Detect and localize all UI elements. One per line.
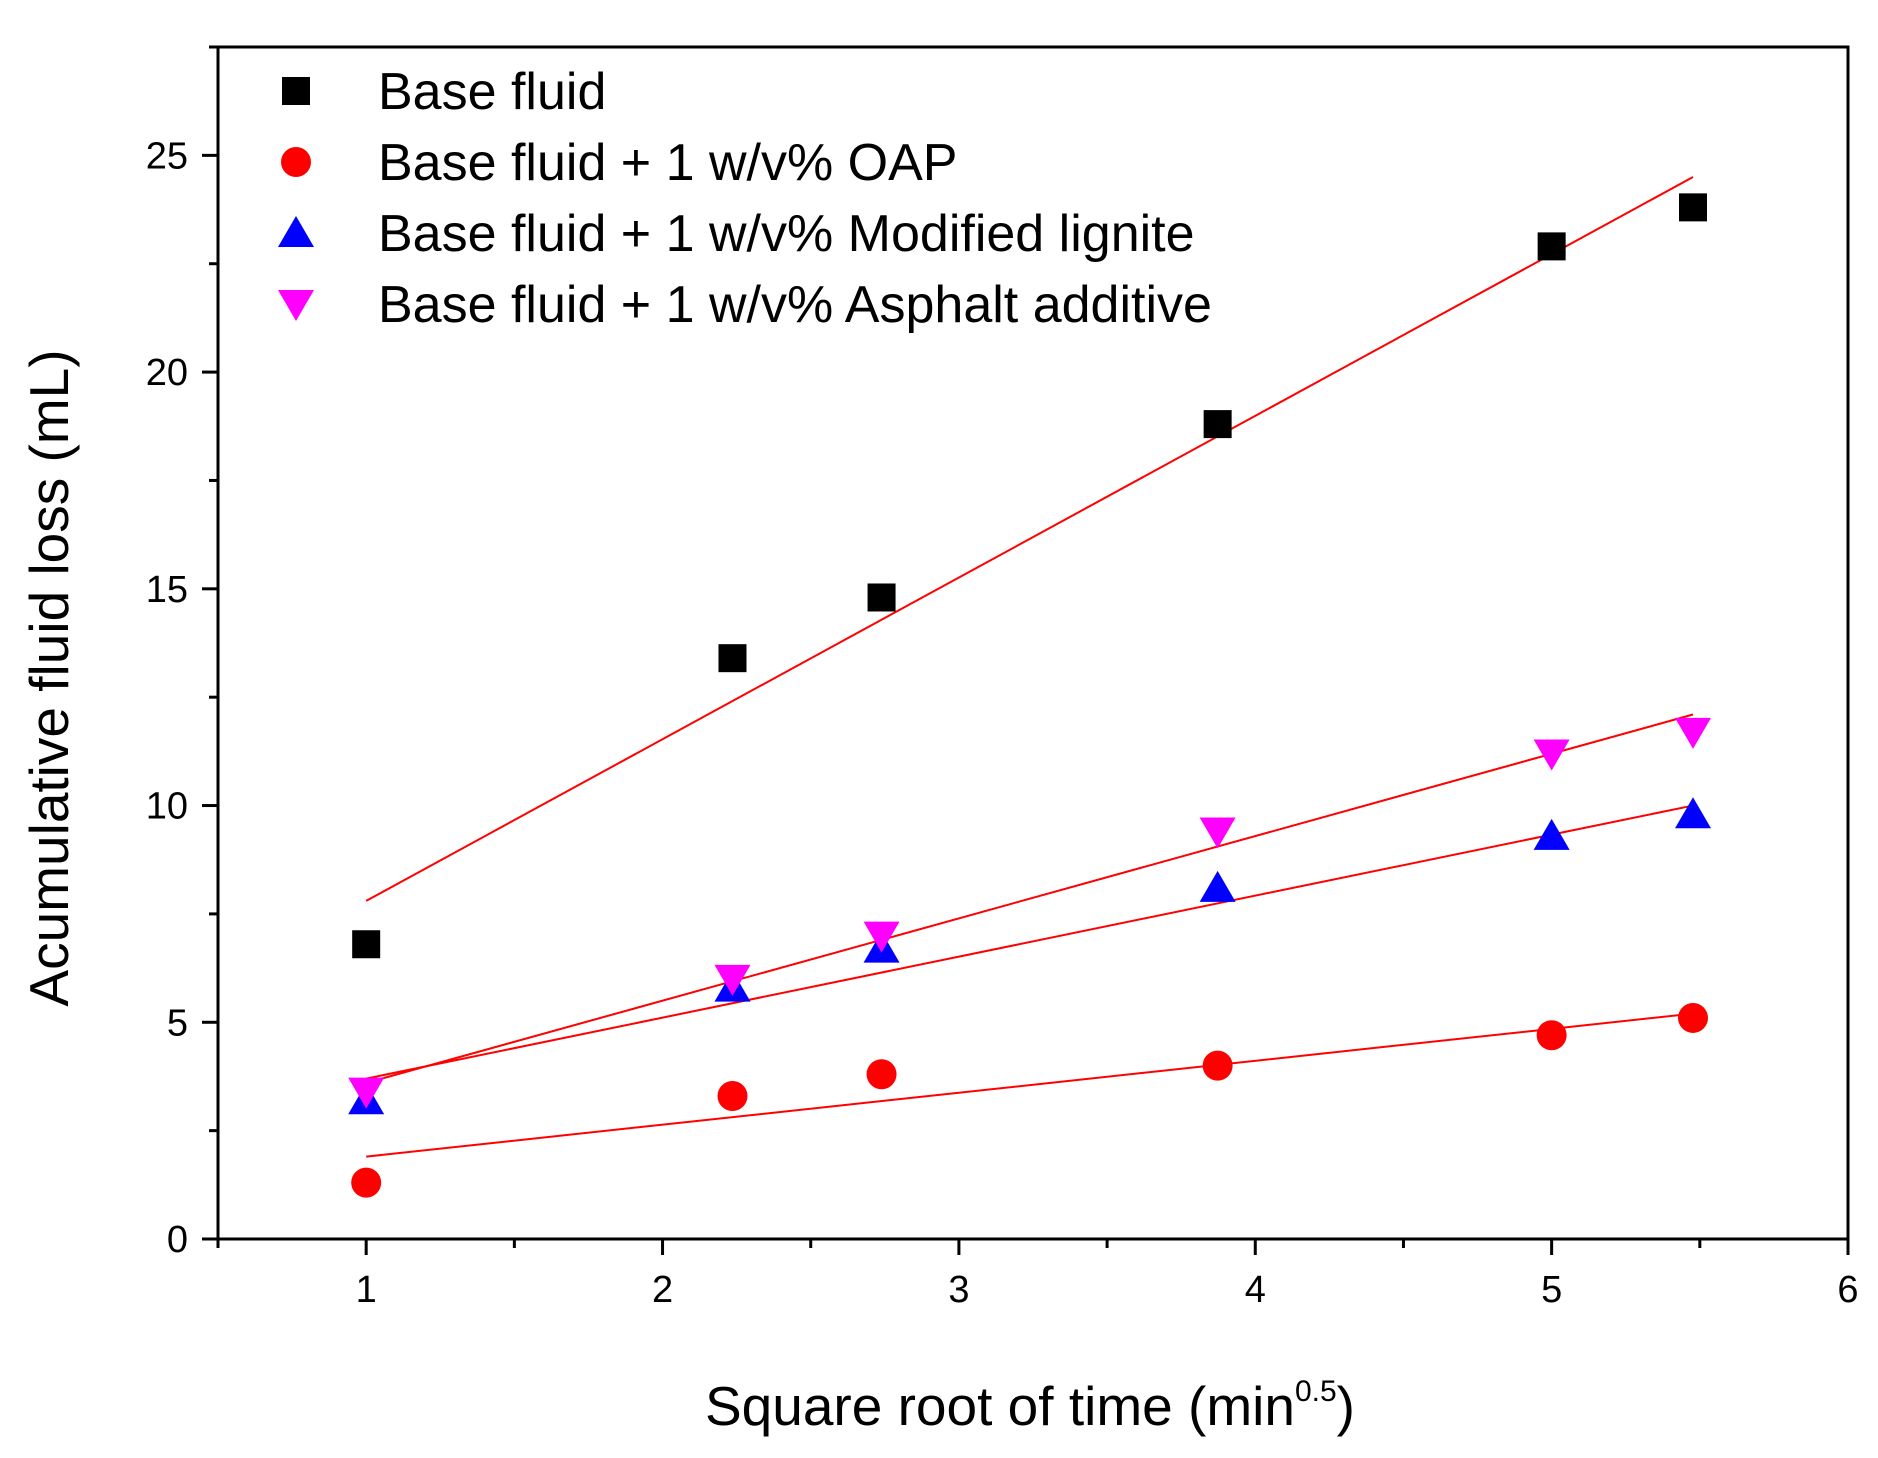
data-point <box>1533 739 1570 771</box>
fit-lines <box>365 176 1694 1158</box>
data-point <box>866 1059 897 1090</box>
y-tick-label: 10 <box>146 786 188 828</box>
data-point <box>1679 193 1708 222</box>
y-tick-label: 20 <box>146 352 188 394</box>
plot-frame <box>216 45 1850 1241</box>
y-tick-label: 15 <box>146 569 188 611</box>
data-point <box>1675 717 1712 749</box>
legend-label: Base fluid <box>378 63 606 121</box>
data-point <box>718 644 747 673</box>
data-point <box>1202 1050 1233 1081</box>
y-axis-title: Acumulative fluid loss (mL) <box>18 349 80 1006</box>
x-axis-title-suffix: ) <box>1337 1375 1355 1437</box>
x-axis-title-main: Square root of time (min <box>705 1375 1295 1437</box>
y-tick-label: 5 <box>167 1002 188 1044</box>
x-axis-title: Square root of time (min0.5) <box>705 1375 1355 1437</box>
data-point <box>1678 1002 1709 1033</box>
data-point <box>714 964 751 996</box>
legend-label: Base fluid + 1 w/v% OAP <box>378 134 958 192</box>
data-points <box>348 193 1712 1198</box>
x-tick-label: 2 <box>652 1269 673 1311</box>
data-point <box>1199 870 1236 902</box>
y-tick-label: 25 <box>146 135 188 177</box>
data-point <box>1537 232 1566 261</box>
legend-marker <box>282 77 310 105</box>
x-axis: 1 2 3 4 5 6 <box>216 1239 1859 1311</box>
data-point <box>1203 410 1232 439</box>
data-point <box>352 930 381 959</box>
data-point <box>351 1167 382 1198</box>
y-axis: 0 5 10 15 20 25 <box>146 45 218 1261</box>
x-tick-label: 3 <box>948 1269 969 1311</box>
fit-line <box>365 713 1694 1084</box>
legend-marker <box>278 216 314 247</box>
data-point <box>1533 818 1570 850</box>
data-point <box>863 921 900 953</box>
fit-line <box>366 1012 1694 1158</box>
x-tick-label: 4 <box>1245 1269 1266 1311</box>
x-tick-label: 6 <box>1837 1269 1858 1311</box>
data-point <box>717 1080 748 1111</box>
fit-line <box>365 804 1694 1080</box>
data-point <box>1199 817 1236 849</box>
legend-marker <box>278 290 314 321</box>
x-tick-label: 5 <box>1541 1269 1562 1311</box>
x-tick-label: 1 <box>356 1269 377 1311</box>
data-point <box>348 1077 385 1109</box>
data-point <box>1675 797 1712 829</box>
data-point <box>867 583 896 612</box>
fit-line <box>365 176 1694 902</box>
y-tick-label: 0 <box>167 1219 188 1261</box>
legend-marker <box>281 147 311 177</box>
data-point <box>1536 1020 1567 1051</box>
legend-label: Base fluid + 1 w/v% Modified lignite <box>378 205 1195 263</box>
legend: Base fluid Base fluid + 1 w/v% OAP Base fl… <box>278 63 1212 334</box>
legend-label: Base fluid + 1 w/v% Asphalt additive <box>378 276 1212 334</box>
x-axis-title-superscript: 0.5 <box>1295 1375 1337 1408</box>
